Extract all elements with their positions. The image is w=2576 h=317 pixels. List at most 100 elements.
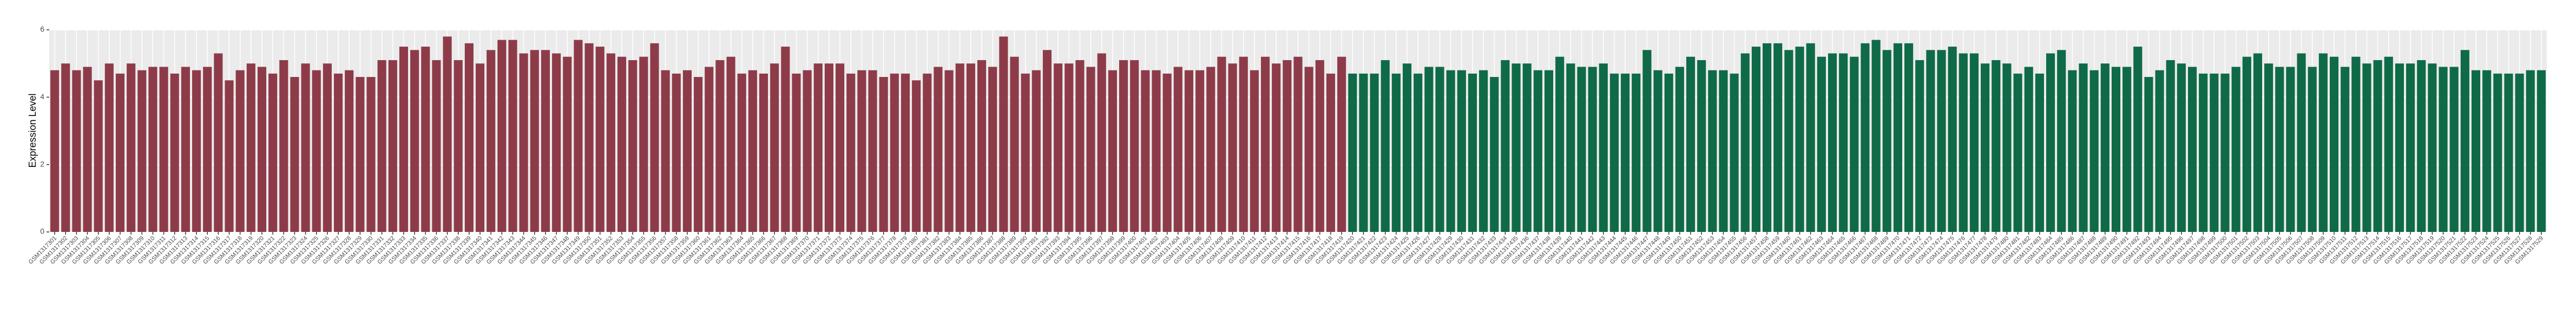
bar	[901, 73, 910, 232]
bar	[61, 63, 70, 232]
bar	[1381, 60, 1390, 232]
bar	[1031, 70, 1041, 232]
bar	[72, 70, 81, 232]
bar	[2504, 73, 2513, 232]
bar	[1740, 53, 1750, 232]
bar	[1763, 43, 1772, 232]
bar	[1686, 56, 1696, 232]
bar	[803, 70, 812, 232]
bar	[497, 40, 507, 232]
bar	[1446, 70, 1455, 232]
bar	[694, 77, 703, 232]
bar	[617, 56, 627, 232]
bar	[2341, 67, 2350, 232]
bar	[1402, 63, 1412, 232]
bar	[487, 50, 496, 232]
bar	[214, 53, 223, 232]
bar	[1435, 67, 1444, 232]
bar	[2242, 56, 2251, 232]
bar	[268, 73, 278, 232]
bar	[759, 73, 768, 232]
bar	[2373, 60, 2382, 232]
bar	[552, 53, 561, 232]
bar	[1992, 60, 2001, 232]
bar	[2068, 70, 2077, 232]
bar	[1141, 70, 1150, 232]
bar	[1981, 63, 1990, 232]
bar	[748, 70, 757, 232]
bar	[246, 63, 255, 232]
bar	[312, 70, 321, 232]
bar	[1206, 67, 1215, 232]
bar	[1937, 50, 1946, 232]
bar	[1544, 70, 1554, 232]
bar	[1828, 53, 1837, 232]
bar	[1283, 60, 1292, 232]
bar	[2100, 63, 2110, 232]
bar	[1632, 73, 1641, 232]
bar	[1893, 43, 1902, 232]
bar	[2384, 56, 2393, 232]
bar	[301, 63, 310, 232]
bar	[2428, 63, 2437, 232]
bar	[682, 70, 692, 232]
bar	[388, 60, 397, 232]
bar	[443, 36, 452, 232]
bar	[1948, 47, 1957, 232]
bar	[2329, 56, 2339, 232]
bar	[203, 67, 212, 232]
bar	[1272, 63, 1281, 232]
bar	[1653, 70, 1662, 232]
bar	[2536, 70, 2546, 232]
bar	[1871, 40, 1881, 232]
bar	[1152, 70, 1161, 232]
bar	[1239, 56, 1248, 232]
bar	[2231, 67, 2240, 232]
bar	[977, 60, 987, 232]
bar	[1326, 73, 1336, 232]
bar	[1414, 73, 1423, 232]
bar	[1719, 70, 1728, 232]
bar	[1882, 50, 1891, 232]
bar	[1010, 56, 1019, 232]
bar	[1784, 50, 1793, 232]
bar	[639, 56, 648, 232]
bar	[2439, 67, 2448, 232]
bar	[2264, 63, 2273, 232]
bar	[792, 73, 801, 232]
bar	[1217, 56, 1226, 232]
bar	[2013, 73, 2022, 232]
bar	[606, 53, 615, 232]
bar	[1751, 47, 1760, 232]
bar	[1173, 67, 1182, 232]
bar	[1086, 67, 1095, 232]
bar	[595, 47, 604, 232]
bar	[225, 80, 234, 232]
bar	[563, 56, 572, 232]
bar	[1533, 70, 1542, 232]
bar	[2395, 63, 2404, 232]
y-tick-label: 2	[40, 159, 44, 168]
bar	[1119, 60, 1128, 232]
bar	[1315, 60, 1324, 232]
bar	[541, 50, 550, 232]
bar	[890, 73, 899, 232]
bar	[1609, 73, 1619, 232]
bar	[2297, 53, 2306, 232]
bar	[781, 47, 790, 232]
bar	[1730, 73, 1739, 232]
bar	[1250, 70, 1259, 232]
bar	[1555, 56, 1565, 232]
bar	[2493, 73, 2502, 232]
bar	[1064, 63, 1074, 232]
bar	[2155, 70, 2164, 232]
bar	[1773, 43, 1783, 232]
bar	[2515, 73, 2524, 232]
bar	[1577, 67, 1586, 232]
bar	[955, 63, 964, 232]
bar	[2166, 60, 2175, 232]
bar	[83, 67, 92, 232]
bar	[868, 70, 877, 232]
bar	[726, 56, 735, 232]
